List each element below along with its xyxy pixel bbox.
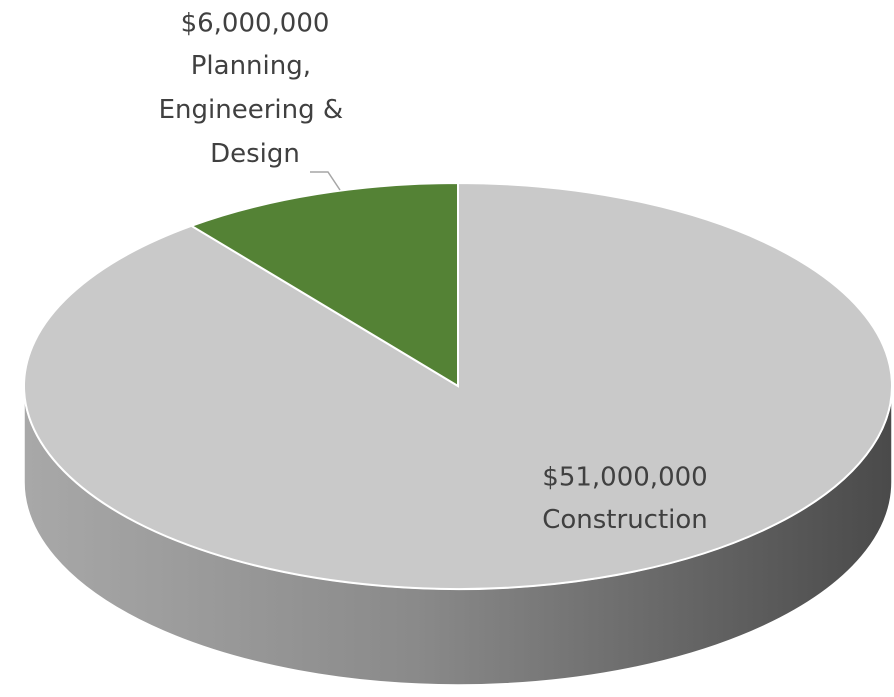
labels: $51,000,000 Construction $6,000,000 Plannin… xyxy=(159,9,708,535)
data-label: $6,000,000 xyxy=(181,9,330,39)
pie xyxy=(23,181,893,686)
data-label: $51,000,000 xyxy=(542,463,707,493)
pie-slice xyxy=(189,181,459,388)
category-label: Planning, Engineering & Design xyxy=(159,51,352,169)
category-label: Construction xyxy=(542,505,708,535)
leader-line xyxy=(310,171,341,191)
